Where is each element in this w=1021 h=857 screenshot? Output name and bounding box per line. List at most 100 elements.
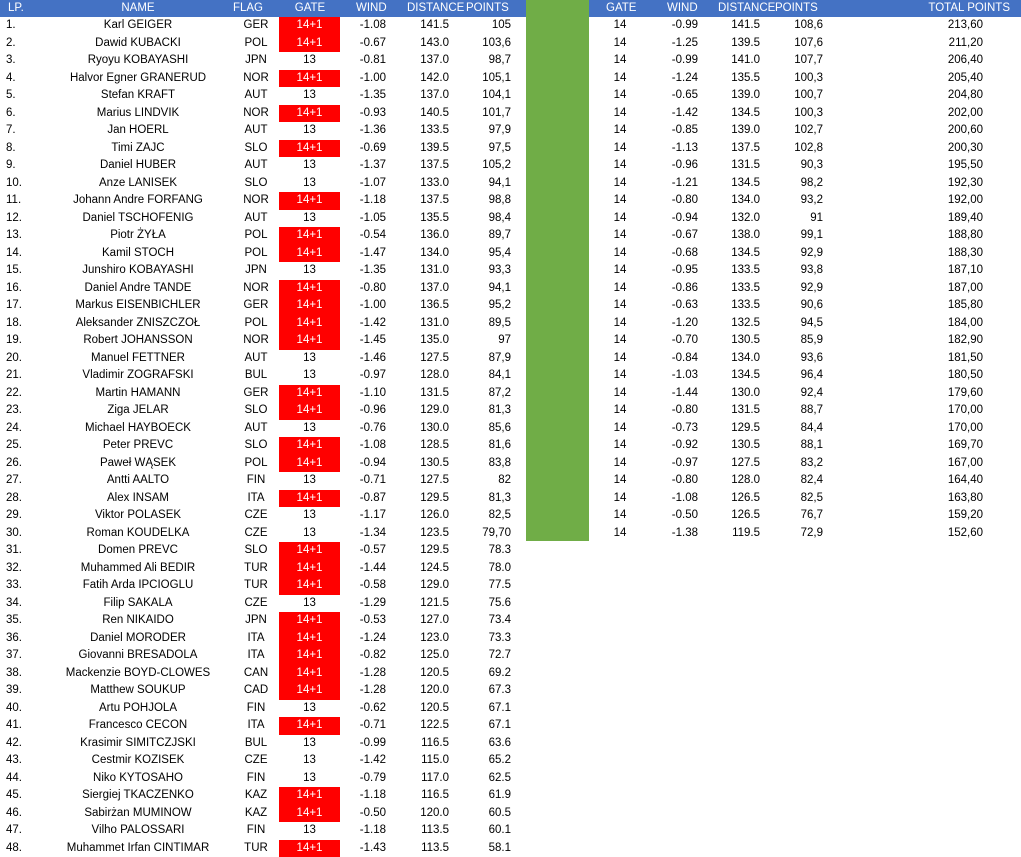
cell-wind: -0.53 <box>344 612 386 630</box>
cell-distance: 142.0 <box>400 70 449 88</box>
cell-wind: -1.28 <box>344 665 386 683</box>
cell-flag: ITA <box>236 717 276 735</box>
cell-gate: 14+1 <box>279 105 340 123</box>
header-wind: WIND <box>356 0 392 17</box>
cell-wind: -1.42 <box>344 315 386 333</box>
cell-lp: 8. <box>6 140 36 158</box>
cell-distance: 133.5 <box>400 122 449 140</box>
cell-flag: ITA <box>236 630 276 648</box>
cell-total-points: 211,20 <box>880 35 983 53</box>
cell-lp: 17. <box>6 297 36 315</box>
cell-flag: POL <box>236 35 276 53</box>
cell-points-round2: 92,4 <box>783 385 823 403</box>
cell-name: Peter PREVC <box>40 437 236 455</box>
cell-wind: -0.97 <box>344 367 386 385</box>
cell-points-round2: 102,8 <box>783 140 823 158</box>
cell-gate: 14+1 <box>279 805 340 823</box>
cell-distance: 135.5 <box>400 210 449 228</box>
cell-name: Paweł WĄSEK <box>40 455 236 473</box>
cell-wind: -1.18 <box>344 822 386 840</box>
cell-gate-round2: 14 <box>604 297 636 315</box>
cell-gate-round2: 14 <box>604 472 636 490</box>
cell-name: Jan HOERL <box>40 122 236 140</box>
cell-points: 81,6 <box>478 437 511 455</box>
cell-distance-round2: 134.5 <box>718 105 760 123</box>
cell-wind: -1.29 <box>344 595 386 613</box>
cell-distance-round2: 134.5 <box>718 245 760 263</box>
cell-gate-round2: 14 <box>604 70 636 88</box>
cell-lp: 4. <box>6 70 36 88</box>
cell-total-points: 187,00 <box>880 280 983 298</box>
cell-lp: 18. <box>6 315 36 333</box>
cell-wind-round2: -1.24 <box>661 70 698 88</box>
cell-gate: 14+1 <box>279 280 340 298</box>
cell-wind-round2: -0.97 <box>661 455 698 473</box>
cell-points: 105,2 <box>478 157 511 175</box>
cell-gate-round2: 14 <box>604 437 636 455</box>
cell-lp: 43. <box>6 752 36 770</box>
cell-name: Daniel TSCHOFENIG <box>40 210 236 228</box>
cell-distance: 137.0 <box>400 280 449 298</box>
cell-distance: 143.0 <box>400 35 449 53</box>
cell-name: Aleksander ZNISZCZOŁ <box>40 315 236 333</box>
cell-flag: ITA <box>236 490 276 508</box>
cell-flag: NOR <box>236 70 276 88</box>
cell-gate: 14+1 <box>279 787 340 805</box>
cell-flag: NOR <box>236 192 276 210</box>
cell-distance: 137.0 <box>400 52 449 70</box>
cell-gate-round2: 14 <box>604 87 636 105</box>
cell-points: 72.7 <box>478 647 511 665</box>
cell-wind: -1.00 <box>344 297 386 315</box>
header-gate: GATE <box>293 0 327 17</box>
cell-gate-round2: 14 <box>604 490 636 508</box>
cell-points: 67.1 <box>478 717 511 735</box>
cell-distance-round2: 132.5 <box>718 315 760 333</box>
cell-gate: 14+1 <box>279 490 340 508</box>
cell-gate: 14+1 <box>279 297 340 315</box>
cell-name: Daniel HUBER <box>40 157 236 175</box>
cell-wind: -1.10 <box>344 385 386 403</box>
cell-wind: -0.87 <box>344 490 386 508</box>
cell-points-round2: 93,8 <box>783 262 823 280</box>
cell-points: 104,1 <box>478 87 511 105</box>
cell-lp: 41. <box>6 717 36 735</box>
cell-points: 97,9 <box>478 122 511 140</box>
cell-lp: 32. <box>6 560 36 578</box>
cell-total-points: 200,30 <box>880 140 983 158</box>
cell-total-points: 206,40 <box>880 52 983 70</box>
header-gate-round2: GATE <box>606 0 638 17</box>
cell-lp: 27. <box>6 472 36 490</box>
cell-points-round2: 100,3 <box>783 105 823 123</box>
cell-wind-round2: -1.08 <box>661 490 698 508</box>
cell-distance: 129.5 <box>400 490 449 508</box>
cell-wind: -1.07 <box>344 175 386 193</box>
cell-wind: -1.24 <box>344 630 386 648</box>
cell-distance: 121.5 <box>400 595 449 613</box>
cell-points: 78.0 <box>478 560 511 578</box>
cell-lp: 28. <box>6 490 36 508</box>
cell-lp: 35. <box>6 612 36 630</box>
header-total-points: TOTAL POINTS <box>910 0 1010 17</box>
cell-distance: 137.5 <box>400 192 449 210</box>
cell-name: Junshiro KOBAYASHI <box>40 262 236 280</box>
cell-points-round2: 92,9 <box>783 280 823 298</box>
cell-points: 73.4 <box>478 612 511 630</box>
cell-flag: BUL <box>236 367 276 385</box>
cell-flag: AUT <box>236 157 276 175</box>
cell-points-round2: 107,7 <box>783 52 823 70</box>
cell-points: 105 <box>478 17 511 35</box>
cell-distance: 116.5 <box>400 787 449 805</box>
cell-points: 93,3 <box>478 262 511 280</box>
cell-distance: 125.0 <box>400 647 449 665</box>
cell-points-round2: 99,1 <box>783 227 823 245</box>
cell-name: Dawid KUBACKI <box>40 35 236 53</box>
cell-wind: -1.05 <box>344 210 386 228</box>
